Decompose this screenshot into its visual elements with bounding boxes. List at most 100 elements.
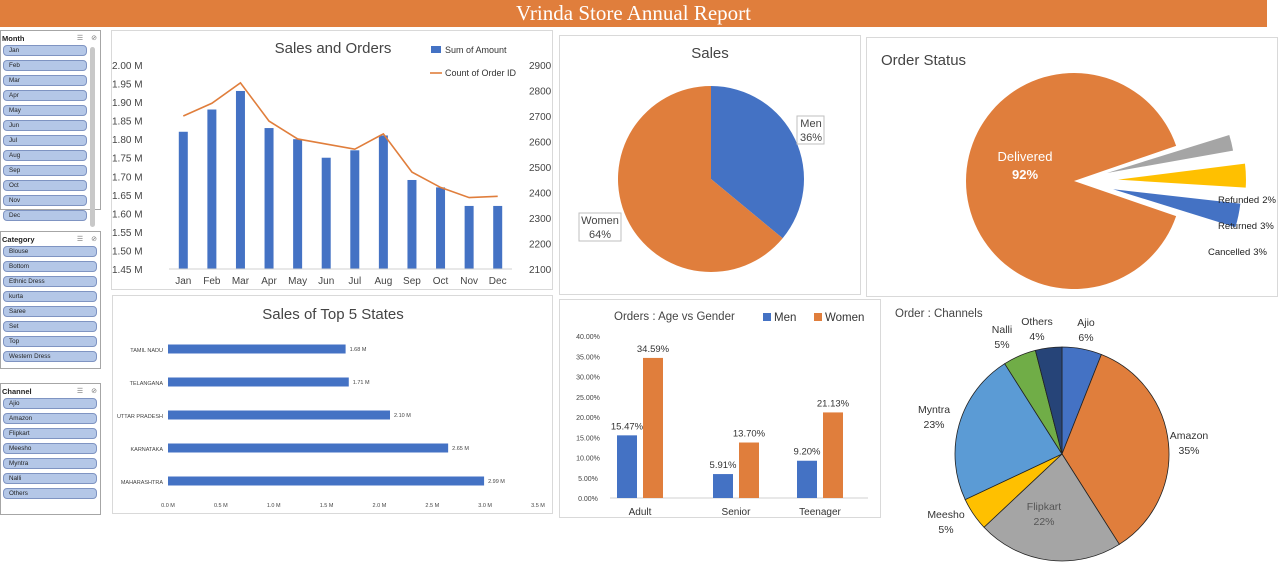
x-tick-label: 0.0 M — [161, 503, 175, 509]
legend-swatch-sum-of-amount — [431, 46, 441, 53]
data-label-value: 5% — [994, 339, 1009, 351]
data-label-value: 64% — [589, 229, 611, 241]
data-label-value: 34.59% — [637, 344, 670, 355]
multiselect-icon[interactable]: ☰ — [76, 236, 84, 243]
y-left-tick-label: 1.65 M — [112, 191, 143, 202]
month-slicer-item[interactable]: Jan — [3, 45, 87, 56]
channel-slicer-header: Channel ☰ ⊘ — [1, 384, 100, 398]
channel-slicer-item[interactable]: Amazon — [3, 413, 97, 424]
pie-slice-returned — [1117, 163, 1246, 188]
y-right-tick-label: 2300 — [529, 214, 552, 225]
data-label-value: 22% — [1033, 516, 1054, 528]
category-slicer: Category ☰ ⊘ Blouse Bottom Ethnic Dress kur… — [0, 231, 101, 369]
x-tick-label: 1.5 M — [320, 503, 334, 509]
y-tick-label: 10.00% — [576, 456, 600, 463]
category-slicer-item[interactable]: kurta — [3, 291, 97, 302]
order-status-panel: Order Status Delivered 92% Refunded 2% Return… — [866, 37, 1278, 297]
clear-filter-icon[interactable]: ⊘ — [91, 388, 97, 395]
month-slicer-items: Jan Feb Mar Apr May Jun Jul Aug Sep Oct Nov Dec — [1, 45, 100, 221]
y-tick-label: 15.00% — [576, 435, 600, 442]
channel-slicer-items: Ajio Amazon Flipkart Meesho Myntra Nalli Other… — [1, 398, 100, 499]
bar-sum-of-amount — [264, 128, 274, 269]
data-label-value: 2% — [1262, 195, 1276, 206]
month-slicer-item[interactable]: Dec — [3, 210, 87, 221]
data-label-value: 5% — [938, 524, 953, 536]
data-label-name: Others — [1021, 316, 1053, 328]
bar-sum-of-amount — [350, 150, 360, 269]
month-slicer-item[interactable]: Jul — [3, 135, 87, 146]
data-label-value: 23% — [923, 419, 944, 431]
month-slicer-item[interactable]: Nov — [3, 195, 87, 206]
category-slicer-item[interactable]: Set — [3, 321, 97, 332]
bar-men — [713, 474, 733, 498]
channel-slicer-item[interactable]: Meesho — [3, 443, 97, 454]
order-status-pie: Order Status Delivered 92% Refunded 2% Return… — [881, 52, 1276, 289]
month-slicer-item[interactable]: Sep — [3, 165, 87, 176]
y-tick-label: 30.00% — [576, 375, 600, 382]
month-slicer-item[interactable]: May — [3, 105, 87, 116]
category-slicer-item[interactable]: Saree — [3, 306, 97, 317]
y-right-tick-label: 2600 — [529, 138, 552, 149]
category-slicer-item[interactable]: Top — [3, 336, 97, 347]
multiselect-icon[interactable]: ☰ — [76, 35, 84, 42]
chart-title: Order : Channels — [895, 308, 983, 320]
channel-slicer-item[interactable]: Flipkart — [3, 428, 97, 439]
x-tick-label: Adult — [629, 507, 652, 518]
data-label-value: 3% — [1260, 221, 1274, 232]
x-tick-label: Sep — [403, 276, 421, 287]
chart-title: Sales — [691, 45, 729, 62]
data-label-name: Women — [581, 215, 619, 227]
month-slicer-item[interactable]: Feb — [3, 60, 87, 71]
multiselect-icon[interactable]: ☰ — [76, 388, 84, 395]
clear-filter-icon[interactable]: ⊘ — [91, 236, 97, 243]
month-slicer: Month ☰ ⊘ Jan Feb Mar Apr May Jun Jul Aug Sep Oct… — [0, 30, 101, 227]
y-tick-label: 40.00% — [576, 334, 600, 341]
channel-slicer-item[interactable]: Myntra — [3, 458, 97, 469]
bar-sum-of-amount — [493, 205, 503, 269]
data-label-value: 13.70% — [733, 429, 766, 440]
y-tick-label: 25.00% — [576, 395, 600, 402]
month-slicer-item[interactable]: Jun — [3, 120, 87, 131]
month-slicer-item[interactable]: Aug — [3, 150, 87, 161]
sales-gender-pie: Sales Men 36% Women 64% — [578, 45, 825, 272]
month-slicer-header: Month ☰ ⊘ — [1, 31, 100, 45]
y-tick-label: UTTAR PRADESH — [117, 414, 163, 420]
data-label-value: 6% — [1078, 332, 1093, 344]
category-slicer-item[interactable]: Ethnic Dress — [3, 276, 97, 287]
category-slicer-item[interactable]: Western Dress — [3, 351, 97, 362]
month-slicer-item[interactable]: Mar — [3, 75, 87, 86]
category-slicer-item[interactable]: Blouse — [3, 246, 97, 257]
x-tick-label: Teenager — [799, 507, 841, 518]
clear-filter-icon[interactable]: ⊘ — [91, 35, 97, 42]
y-left-tick-label: 1.75 M — [112, 154, 143, 165]
x-tick-label: 0.5 M — [214, 503, 228, 509]
y-left-tick-label: 2.00 M — [112, 61, 143, 72]
data-label-value: 2.99 M — [488, 479, 505, 485]
bar-sum-of-amount — [178, 131, 188, 269]
channel-slicer-item[interactable]: Nalli — [3, 473, 97, 484]
y-left-tick-label: 1.50 M — [112, 246, 143, 257]
chart-title: Sales and Orders — [275, 40, 392, 57]
bar-sum-of-amount — [207, 109, 217, 269]
channel-slicer-item[interactable]: Others — [3, 488, 97, 499]
data-label-value: 2.65 M — [452, 446, 469, 452]
bar-men — [617, 435, 637, 498]
data-label-value: 1.71 M — [353, 380, 370, 386]
x-tick-label: Oct — [433, 276, 449, 287]
data-label-value: 5.91% — [710, 460, 737, 471]
channel-slicer-item[interactable]: Ajio — [3, 398, 97, 409]
y-tick-label: KARNATAKA — [131, 447, 164, 453]
month-slicer-scrollbar[interactable] — [90, 47, 95, 227]
x-tick-label: Dec — [489, 276, 507, 287]
month-slicer-item[interactable]: Oct — [3, 180, 87, 191]
data-label: Refunded 2% — [1218, 195, 1276, 206]
x-tick-label: Mar — [232, 276, 250, 287]
x-tick-label: May — [288, 276, 307, 287]
x-tick-label: 3.5 M — [531, 503, 545, 509]
bar-state — [168, 410, 390, 420]
category-slicer-item[interactable]: Bottom — [3, 261, 97, 272]
data-label: Returned 3% — [1218, 221, 1274, 232]
data-label-name: Ajio — [1077, 317, 1095, 329]
y-right-tick-label: 2200 — [529, 240, 552, 251]
month-slicer-item[interactable]: Apr — [3, 90, 87, 101]
